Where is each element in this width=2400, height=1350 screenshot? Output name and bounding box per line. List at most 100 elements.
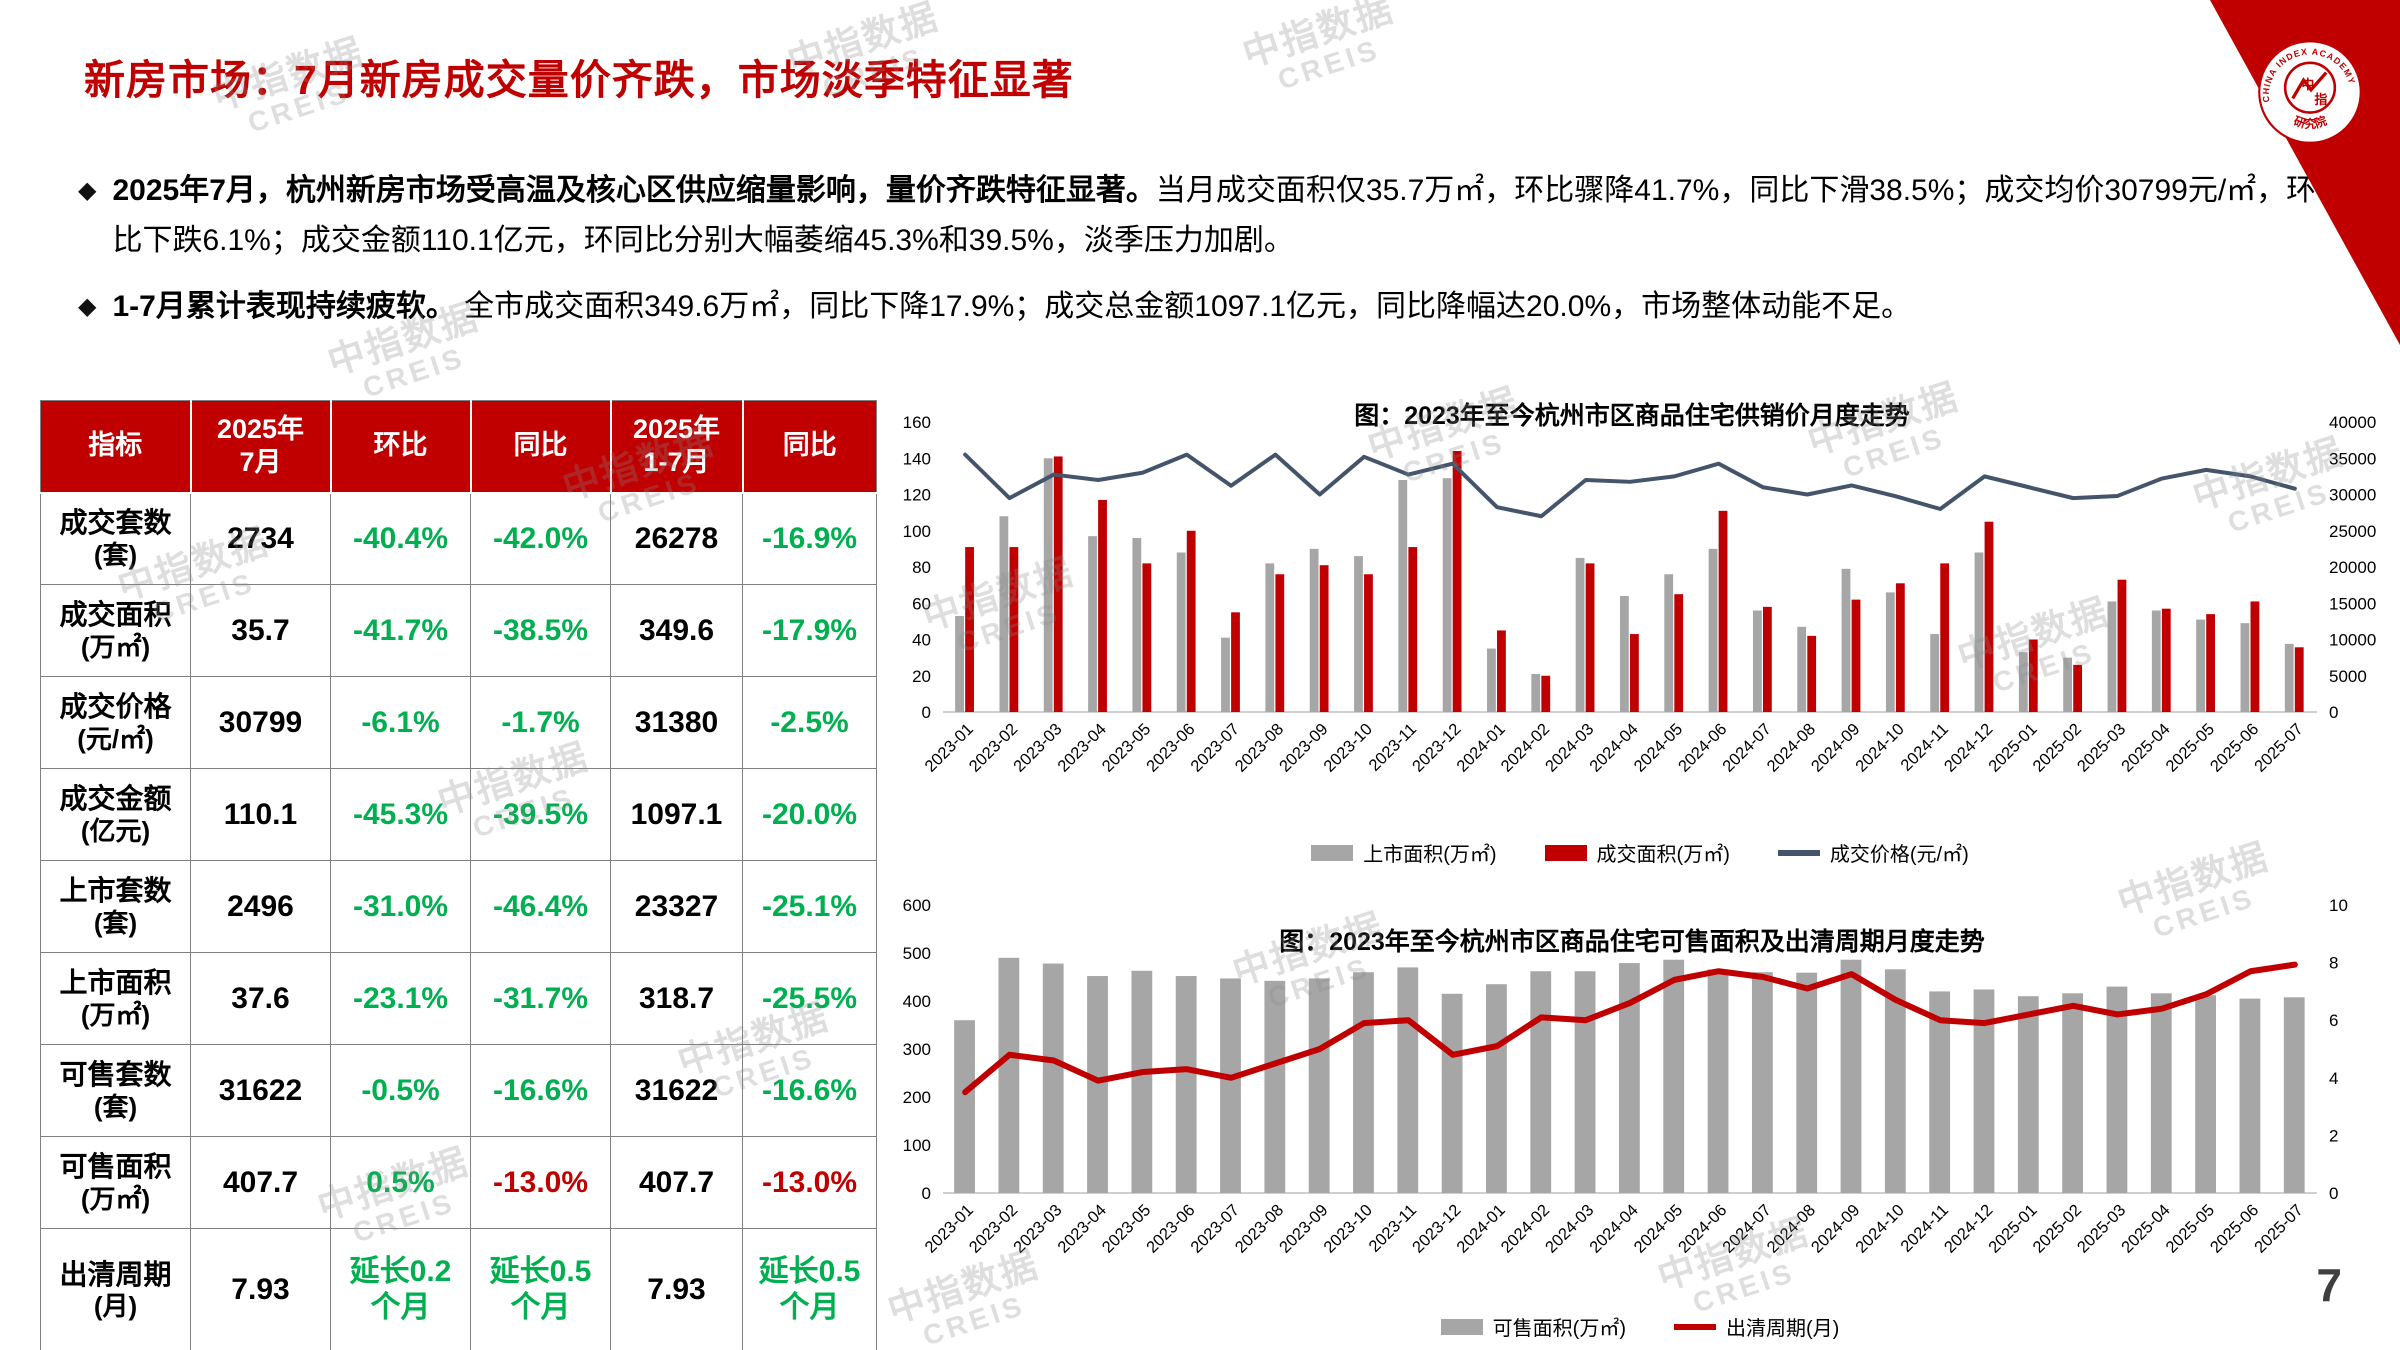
table-row: 上市面积 (万㎡) 37.6 -23.1% -31.7% 318.7 -25.5% bbox=[40, 952, 877, 1045]
legend-line-swatch bbox=[1674, 1323, 1716, 1330]
x-axis-tick: 2023-08 bbox=[1232, 720, 1288, 776]
y-axis-tick-left: 60 bbox=[912, 594, 931, 613]
bar-可售面积(万㎡) bbox=[1441, 993, 1463, 1193]
bar-上市面积(万㎡) bbox=[1664, 574, 1674, 712]
bar-成交面积(万㎡) bbox=[1275, 574, 1285, 712]
cell: 延长0.2 个月 bbox=[330, 1228, 471, 1350]
bullet-text: 2025年7月，杭州新房市场受高温及核心区供应缩量影响，量价齐跌特征显著。当月成… bbox=[112, 174, 2317, 257]
x-axis-tick: 2024-05 bbox=[1631, 1201, 1687, 1257]
row-label: 可售套数 (套) bbox=[40, 1044, 191, 1137]
legend-item: 可售面积(万㎡) bbox=[1440, 1312, 1626, 1341]
x-axis-tick: 2023-09 bbox=[1276, 720, 1332, 776]
col-header: 环比 bbox=[329, 400, 472, 494]
bar-可售面积(万㎡) bbox=[1264, 980, 1286, 1193]
y-axis-tick-right: 35000 bbox=[2329, 449, 2376, 468]
bar-成交面积(万㎡) bbox=[2294, 647, 2304, 712]
legend-item: 出清周期(月) bbox=[1674, 1312, 1839, 1341]
y-axis-tick-left: 500 bbox=[903, 944, 931, 963]
bar-可售面积(万㎡) bbox=[1308, 978, 1330, 1193]
bar-可售面积(万㎡) bbox=[1175, 976, 1197, 1193]
bar-成交面积(万㎡) bbox=[2206, 614, 2215, 712]
x-axis-tick: 2024-02 bbox=[1498, 720, 1554, 776]
x-axis-tick: 2024-12 bbox=[1941, 720, 1997, 776]
bar-上市面积(万㎡) bbox=[1797, 626, 1807, 712]
svg-text:指: 指 bbox=[2314, 92, 2327, 107]
x-axis-tick: 2023-09 bbox=[1276, 1201, 1332, 1257]
bar-可售面积(万㎡) bbox=[1840, 959, 1862, 1193]
y-axis-tick-right: 10 bbox=[2329, 896, 2348, 915]
cell: -42.0% bbox=[470, 492, 611, 585]
y-axis-tick-left: 40 bbox=[912, 631, 931, 650]
cell: 延长0.5 个月 bbox=[470, 1228, 611, 1350]
x-axis-tick: 2025-05 bbox=[2162, 720, 2218, 776]
table-row: 成交金额 (亿元) 110.1 -45.3% -39.5% 1097.1 -20.… bbox=[40, 768, 877, 861]
bar-可售面积(万㎡) bbox=[2150, 993, 2172, 1193]
x-axis-tick: 2024-04 bbox=[1586, 1201, 1642, 1257]
svg-text:中: 中 bbox=[2301, 77, 2314, 92]
cell: 23327 bbox=[610, 860, 743, 953]
x-axis-tick: 2025-07 bbox=[2251, 720, 2307, 776]
legend-bar-swatch bbox=[1440, 1318, 1483, 1335]
y-axis-tick-left: 20 bbox=[912, 667, 931, 686]
bar-可售面积(万㎡) bbox=[1353, 972, 1374, 1193]
x-axis-tick: 2025-07 bbox=[2251, 1201, 2307, 1257]
y-axis-tick-right: 15000 bbox=[2329, 594, 2376, 613]
x-axis-tick: 2024-03 bbox=[1542, 1201, 1598, 1257]
x-axis-tick: 2024-07 bbox=[1719, 720, 1775, 776]
svg-text:研究院: 研究院 bbox=[2292, 114, 2329, 132]
y-axis-tick-left: 160 bbox=[903, 413, 931, 432]
x-axis-tick: 2025-04 bbox=[2118, 720, 2174, 776]
watermark: 中指数据 CREIS bbox=[1237, 0, 1399, 96]
cell: -20.0% bbox=[742, 768, 877, 861]
bar-上市面积(万㎡) bbox=[1708, 548, 1718, 712]
cell: -0.5% bbox=[330, 1044, 471, 1137]
x-axis-tick: 2024-07 bbox=[1719, 1201, 1775, 1257]
bar-可售面积(万㎡) bbox=[1574, 971, 1596, 1193]
y-axis-tick-left: 300 bbox=[903, 1040, 931, 1059]
y-axis-tick-left: 100 bbox=[903, 1136, 931, 1155]
x-axis-tick: 2025-02 bbox=[2030, 1201, 2086, 1257]
bar-成交面积(万㎡) bbox=[1895, 583, 1905, 712]
bar-可售面积(万㎡) bbox=[2062, 993, 2084, 1193]
bar-上市面积(万㎡) bbox=[1398, 480, 1408, 712]
bar-上市面积(万㎡) bbox=[1841, 568, 1851, 712]
bar-成交面积(万㎡) bbox=[1541, 675, 1551, 712]
legend-label: 成交价格(元/㎡) bbox=[1829, 844, 1969, 866]
cell: 7.93 bbox=[190, 1228, 331, 1350]
bar-上市面积(万㎡) bbox=[955, 615, 964, 712]
legend-label: 出清周期(月) bbox=[1726, 1318, 1840, 1340]
bar-成交面积(万㎡) bbox=[1142, 563, 1152, 712]
x-axis-tick: 2025-05 bbox=[2162, 1201, 2218, 1257]
bar-成交面积(万㎡) bbox=[965, 547, 974, 712]
bar-上市面积(万㎡) bbox=[1265, 563, 1275, 712]
row-label: 上市面积 (万㎡) bbox=[40, 952, 191, 1045]
cell: -25.1% bbox=[742, 860, 877, 953]
bar-可售面积(万㎡) bbox=[2283, 997, 2305, 1193]
cell: -46.4% bbox=[470, 860, 611, 953]
cell: -16.6% bbox=[742, 1044, 877, 1137]
bar-成交面积(万㎡) bbox=[1053, 456, 1063, 712]
cell: -31.7% bbox=[470, 952, 611, 1045]
row-label: 成交套数 (套) bbox=[40, 492, 191, 585]
bar-可售面积(万㎡) bbox=[2195, 995, 2216, 1193]
chart2-legend: 可售面积(万㎡) 出清周期(月) bbox=[885, 1312, 2395, 1341]
indicator-table-wrap: 指标 2025年 7月 环比 同比 2025年 1-7月 同比 成交套数 (套) … bbox=[40, 400, 877, 1350]
line-成交价格(元/㎡) bbox=[963, 452, 2297, 519]
col-header: 指标 bbox=[40, 400, 192, 494]
y-axis-tick-right: 20000 bbox=[2329, 558, 2376, 577]
bar-成交面积(万㎡) bbox=[1009, 547, 1019, 712]
legend-item: 上市面积(万㎡) bbox=[1311, 838, 1497, 867]
bar-可售面积(万㎡) bbox=[2239, 998, 2261, 1193]
bar-上市面积(万㎡) bbox=[1930, 634, 1940, 712]
x-axis-tick: 2024-09 bbox=[1808, 720, 1864, 776]
x-axis-tick: 2023-01 bbox=[921, 720, 977, 776]
bar-上市面积(万㎡) bbox=[2151, 610, 2161, 712]
cell: -13.0% bbox=[742, 1136, 877, 1229]
bar-成交面积(万㎡) bbox=[2028, 639, 2038, 712]
bar-可售面积(万㎡) bbox=[2106, 986, 2128, 1193]
cell: -25.5% bbox=[742, 952, 877, 1045]
x-axis-tick: 2023-07 bbox=[1187, 720, 1243, 776]
cell: -16.6% bbox=[470, 1044, 611, 1137]
cell: -2.5% bbox=[742, 676, 877, 769]
x-axis-tick: 2024-02 bbox=[1498, 1201, 1554, 1257]
